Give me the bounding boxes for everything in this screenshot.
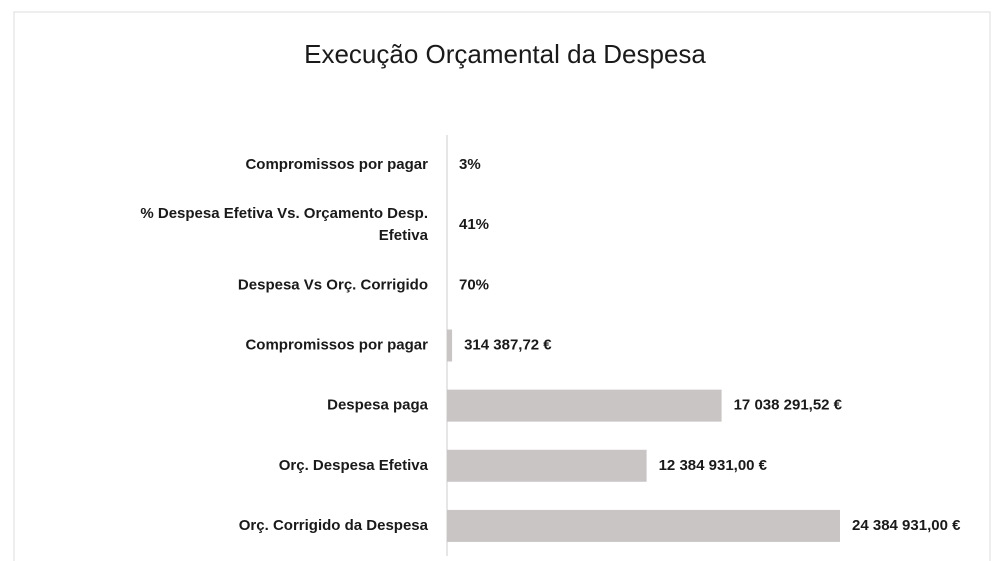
category-label: Despesa Vs Orç. Corrigido [238,276,428,293]
category-label: Orç. Despesa Efetiva [279,457,429,474]
value-label: 12 384 931,00 € [659,457,768,474]
category-label: % Despesa Efetiva Vs. Orçamento Desp. Efe… [140,205,428,244]
value-label: 70% [459,276,489,293]
value-label: 41% [459,216,489,233]
bar [447,509,840,542]
value-label: 24 384 931,00 € [852,517,961,534]
category-label: Compromissos por pagar [245,336,428,353]
value-label: 314 387,72 € [464,336,552,353]
category-label: Compromissos por pagar [245,156,428,173]
value-label: 17 038 291,52 € [734,397,843,414]
bar [447,389,722,422]
bar [447,449,647,482]
category-label: Despesa paga [327,397,429,414]
bar [447,329,453,362]
value-label: 3% [459,156,481,173]
category-label: Orç. Corrigido da Despesa [239,517,429,534]
chart-title: Execução Orçamental da Despesa [304,39,706,69]
